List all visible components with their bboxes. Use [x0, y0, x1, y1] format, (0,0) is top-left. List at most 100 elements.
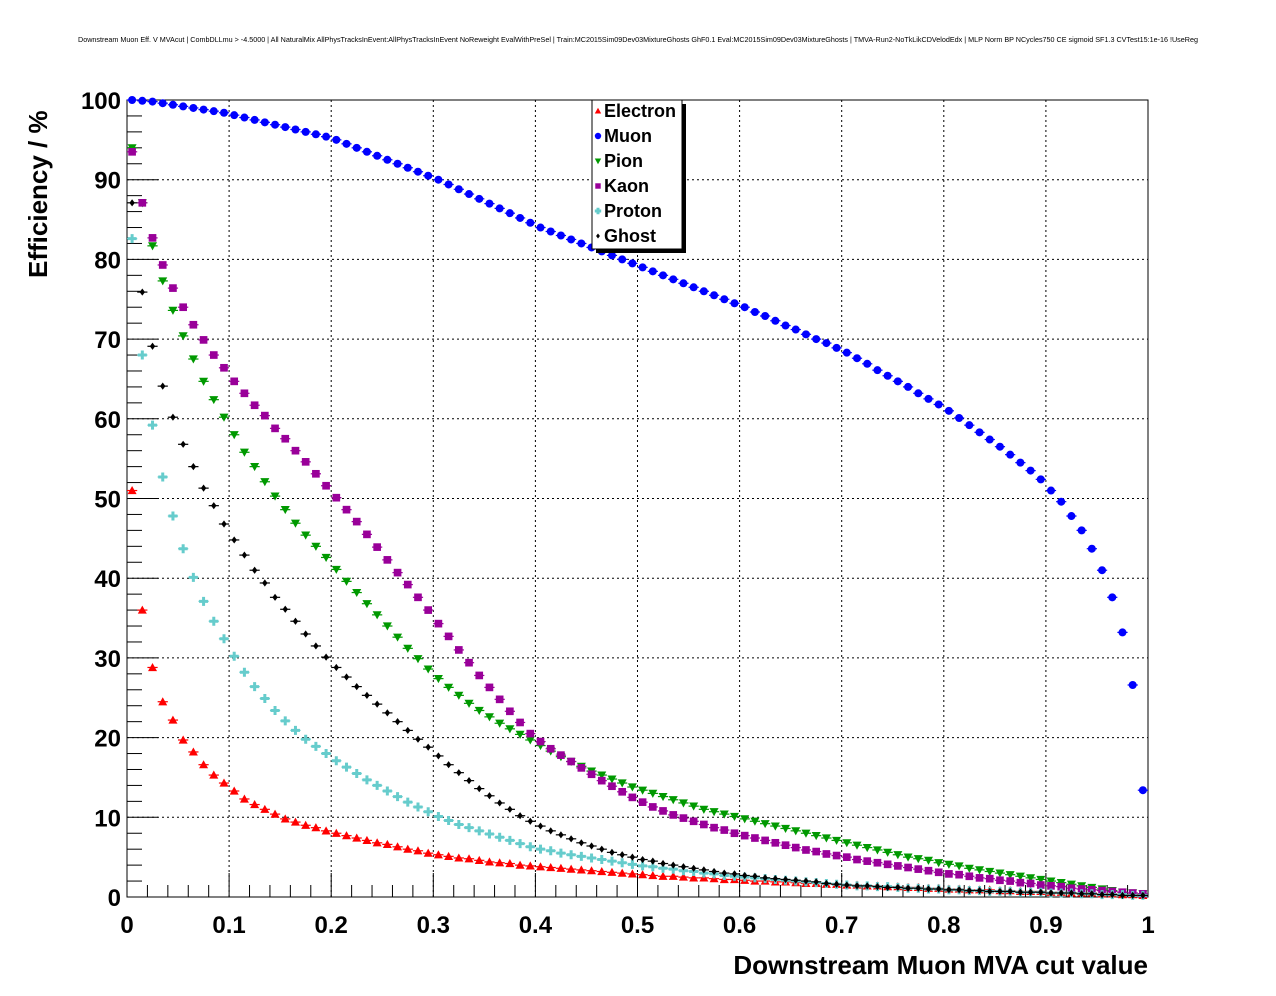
data-point-kaon: [1026, 879, 1035, 888]
data-point-kaon: [587, 770, 596, 779]
data-point-proton: [566, 850, 576, 860]
data-point-ghost: [262, 579, 268, 587]
data-point-ghost: [527, 817, 533, 825]
data-point-muon: [710, 291, 719, 300]
data-point-kaon: [322, 481, 330, 490]
data-point-pion: [525, 736, 535, 745]
data-point-muon: [454, 185, 463, 194]
data-point-ghost: [364, 691, 370, 699]
data-point-pion: [454, 691, 464, 700]
data-point-ghost: [241, 551, 248, 559]
data-point-ghost: [1048, 889, 1054, 897]
data-point-kaon: [638, 798, 647, 806]
y-tick-label: 50: [94, 487, 121, 514]
x-tick-label: 0.2: [315, 912, 348, 939]
y-tick-label: 10: [94, 805, 121, 832]
data-point-ghost: [384, 709, 391, 717]
data-point-muon: [1108, 593, 1117, 602]
data-point-pion: [362, 600, 372, 609]
data-point-pion: [842, 839, 852, 848]
data-point-ghost: [507, 805, 513, 813]
data-point-proton: [433, 812, 443, 822]
data-point-muon: [250, 115, 259, 124]
data-point-kaon: [659, 807, 667, 815]
data-point-muon: [393, 159, 402, 168]
data-point-electron: [505, 859, 515, 868]
data-point-proton: [454, 819, 464, 829]
data-point-ghost: [343, 673, 350, 681]
data-point-muon: [699, 287, 708, 296]
data-point-kaon: [842, 853, 851, 861]
legend-marker-proton-icon: [594, 207, 602, 215]
data-point-ghost: [976, 887, 983, 895]
data-point-ghost: [1007, 887, 1013, 896]
data-point-muon: [219, 108, 228, 117]
data-point-kaon: [853, 855, 861, 864]
data-point-pion: [1005, 871, 1015, 880]
data-point-kaon: [158, 261, 167, 269]
data-point-kaon: [506, 707, 514, 716]
data-point-pion: [1046, 877, 1056, 886]
data-point-pion: [219, 413, 229, 422]
data-point-kaon: [271, 424, 279, 433]
data-point-ghost: [935, 885, 942, 893]
data-point-kaon: [730, 829, 739, 838]
data-point-muon: [413, 167, 422, 176]
data-point-kaon: [250, 401, 259, 410]
data-point-pion: [760, 820, 770, 829]
data-point-pion: [944, 860, 954, 869]
data-point-pion: [709, 808, 719, 817]
data-point-ghost: [854, 882, 860, 890]
data-point-electron: [627, 869, 637, 878]
data-point-ghost: [721, 869, 727, 877]
data-point-pion: [770, 822, 780, 831]
data-point-electron: [239, 794, 249, 803]
data-point-electron: [668, 871, 678, 880]
legend-item-proton: Proton: [594, 201, 662, 221]
data-point-kaon: [434, 619, 443, 628]
data-point-electron: [464, 854, 474, 863]
data-point-proton: [137, 350, 147, 360]
data-point-ghost: [1078, 890, 1085, 898]
data-point-proton: [229, 651, 239, 661]
data-point-muon: [311, 130, 320, 139]
data-point-kaon: [955, 870, 963, 879]
data-point-muon: [168, 100, 177, 109]
data-point-ghost: [435, 752, 442, 760]
data-point-ghost: [548, 827, 554, 835]
data-point-kaon: [373, 543, 381, 551]
data-point-ghost: [1129, 891, 1136, 900]
data-point-ghost: [895, 883, 901, 892]
data-point-muon: [352, 143, 361, 152]
data-point-ghost: [180, 440, 186, 448]
data-point-electron: [229, 786, 239, 795]
data-point-pion: [495, 719, 505, 728]
data-point-proton: [515, 839, 525, 849]
data-point-muon: [362, 147, 371, 156]
legend-label: Electron: [604, 101, 676, 121]
data-point-electron: [270, 809, 280, 818]
data-point-electron: [403, 844, 413, 853]
series-ghost: [127, 199, 1148, 900]
data-point-muon: [863, 359, 872, 368]
y-tick-label: 40: [94, 566, 121, 593]
data-point-muon: [485, 199, 494, 208]
data-point-proton: [505, 835, 515, 845]
data-point-pion: [331, 565, 341, 574]
data-point-muon: [822, 339, 831, 348]
data-point-pion: [413, 655, 423, 664]
data-point-electron: [423, 848, 433, 857]
data-point-pion: [729, 812, 739, 822]
data-point-muon: [740, 303, 749, 312]
data-point-ghost: [149, 342, 156, 350]
data-point-muon: [546, 227, 555, 236]
legend-label: Muon: [604, 126, 652, 146]
data-point-ghost: [456, 769, 462, 777]
data-point-kaon: [996, 876, 1004, 885]
data-point-ghost: [415, 735, 421, 743]
x-tick-label: 0.1: [212, 912, 245, 939]
y-tick-label: 100: [81, 88, 121, 115]
data-point-muon: [281, 123, 290, 132]
data-point-kaon: [904, 863, 912, 872]
legend-marker-muon-icon: [594, 132, 602, 140]
